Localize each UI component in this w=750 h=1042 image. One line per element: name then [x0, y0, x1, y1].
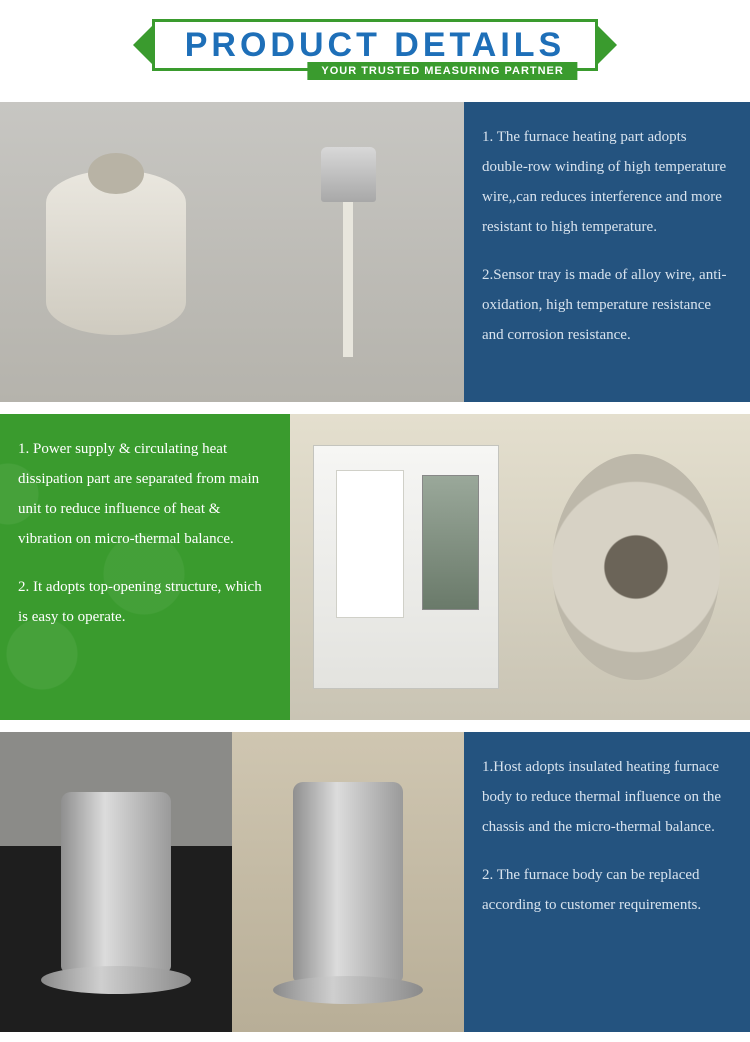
title-box: PRODUCT DETAILS YOUR TRUSTED MEASURING P…: [152, 19, 598, 71]
sensor-tray-icon: [290, 147, 406, 357]
page-title: PRODUCT DETAILS: [185, 28, 565, 62]
furnace-tube-icon: [552, 454, 721, 680]
product-photo: [290, 414, 522, 720]
detail-paragraph: 1.Host adopts insulated heating furnace …: [482, 752, 732, 842]
electronics-chassis-icon: [313, 445, 499, 690]
detail-text-panel: 1. The furnace heating part adopts doubl…: [464, 102, 750, 402]
detail-paragraph: 2.Sensor tray is made of alloy wire, ant…: [482, 260, 732, 350]
detail-text-panel: 1. Power supply & circulating heat dissi…: [0, 414, 290, 720]
product-photo: [0, 732, 232, 1032]
detail-text-panel: 1.Host adopts insulated heating furnace …: [464, 732, 750, 1032]
product-photo: [232, 102, 464, 402]
detail-row-2: 1. Power supply & circulating heat dissi…: [0, 414, 750, 720]
product-photo: [0, 102, 232, 402]
furnace-body-icon: [293, 782, 403, 982]
header-band: PRODUCT DETAILS YOUR TRUSTED MEASURING P…: [0, 0, 750, 90]
product-photo: [522, 414, 750, 720]
detail-paragraph: 2. It adopts top-opening structure, whic…: [18, 572, 272, 632]
heating-coil-icon: [46, 170, 185, 335]
page-subtitle: YOUR TRUSTED MEASURING PARTNER: [307, 62, 577, 80]
detail-row-1: 1. The furnace heating part adopts doubl…: [0, 102, 750, 402]
product-photo: [232, 732, 464, 1032]
detail-paragraph: 1. The furnace heating part adopts doubl…: [482, 122, 732, 242]
furnace-body-icon: [61, 792, 171, 972]
detail-paragraph: 2. The furnace body can be replaced acco…: [482, 860, 732, 920]
detail-row-3: 1.Host adopts insulated heating furnace …: [0, 732, 750, 1032]
detail-paragraph: 1. Power supply & circulating heat dissi…: [18, 434, 272, 554]
